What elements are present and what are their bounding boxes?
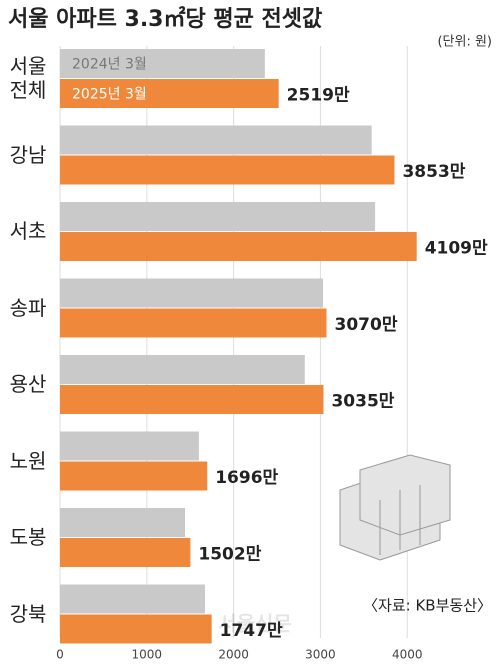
category-label: 용산 xyxy=(9,372,47,396)
category-label: 강북 xyxy=(9,601,47,626)
bar xyxy=(60,79,279,108)
legend-label: 2024년 3월 xyxy=(72,57,147,73)
value-label: 4109만 xyxy=(425,239,488,259)
bar xyxy=(60,355,305,384)
bar xyxy=(60,614,212,644)
legend-label: 2025년 3월 xyxy=(72,87,147,103)
category-label: 서울 전체 xyxy=(9,54,47,102)
value-label: 1747만 xyxy=(220,621,283,641)
bar xyxy=(60,431,199,461)
x-tick-label: 0 xyxy=(56,648,64,662)
bar xyxy=(60,308,327,338)
value-label: 3070만 xyxy=(335,315,398,335)
value-label: 2519만 xyxy=(287,86,350,106)
bar xyxy=(60,49,265,78)
x-tick-label: 4000 xyxy=(392,648,423,662)
bar xyxy=(60,538,191,567)
bar xyxy=(60,584,205,614)
value-label: 3035만 xyxy=(331,392,394,412)
chart-title: 서울 아파트 3.3㎡당 평균 전셋값 xyxy=(8,6,322,32)
bar xyxy=(60,385,324,414)
bar xyxy=(60,202,376,231)
category-label: 도봉 xyxy=(9,525,47,549)
category-label: 강남 xyxy=(9,142,47,167)
building-illustration xyxy=(339,454,451,561)
bar xyxy=(60,125,372,155)
x-tick-label: 3000 xyxy=(305,648,336,662)
bar xyxy=(60,155,395,185)
x-tick-label: 2000 xyxy=(218,648,249,662)
watermark: 서울신문 xyxy=(218,612,292,636)
value-label: 1502만 xyxy=(198,545,261,565)
category-label: 서초 xyxy=(9,219,47,243)
bar xyxy=(60,232,417,261)
value-label: 1696만 xyxy=(215,468,278,488)
category-label: 노원 xyxy=(9,448,47,473)
bar xyxy=(60,461,208,491)
value-label: 3853만 xyxy=(402,162,465,182)
category-label: 송파 xyxy=(9,295,47,320)
source-note: 〈자료: KB부동산〉 xyxy=(363,597,492,615)
bar xyxy=(60,278,324,308)
unit-note: (단위: 원) xyxy=(437,35,492,50)
bar xyxy=(60,508,186,537)
x-tick-label: 1000 xyxy=(132,648,163,662)
